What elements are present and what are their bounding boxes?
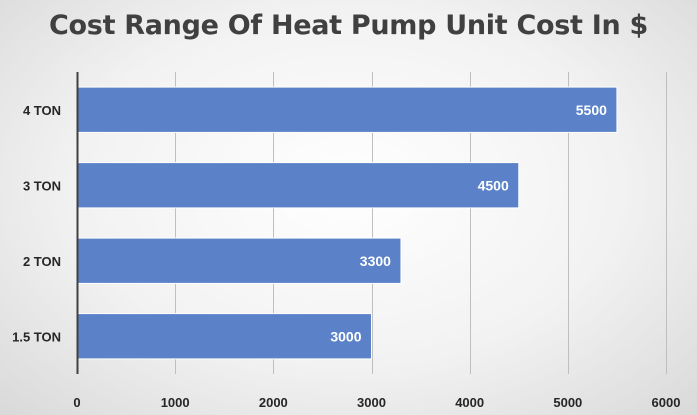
bars <box>76 86 618 360</box>
data-label: 4500 <box>478 177 509 193</box>
bar-1-5-ton <box>76 313 372 360</box>
x-tick-label: 4000 <box>455 395 484 410</box>
x-tick-label: 3000 <box>357 395 386 410</box>
category-label: 4 TON <box>23 103 61 118</box>
labels: 0 1000 2000 3000 4000 5000 6000 4 TON 5500 3 TON 4… <box>12 102 680 410</box>
data-label: 5500 <box>576 102 607 118</box>
x-tick-label: 2000 <box>259 395 288 410</box>
bar-2-ton <box>76 237 402 284</box>
x-tick-label: 0 <box>73 395 80 410</box>
data-label: 3000 <box>330 328 361 344</box>
category-label: 1.5 TON <box>12 329 61 344</box>
x-tick-label: 1000 <box>161 395 190 410</box>
bar-4-ton <box>76 86 618 133</box>
x-tick-label: 5000 <box>553 395 582 410</box>
bar-3-ton <box>76 162 520 209</box>
category-label: 3 TON <box>23 178 61 193</box>
category-label: 2 TON <box>23 254 61 269</box>
data-label: 3300 <box>360 253 391 269</box>
x-tick-label: 6000 <box>652 395 681 410</box>
chart-title: Cost Range Of Heat Pump Unit Cost In $ <box>49 10 648 41</box>
